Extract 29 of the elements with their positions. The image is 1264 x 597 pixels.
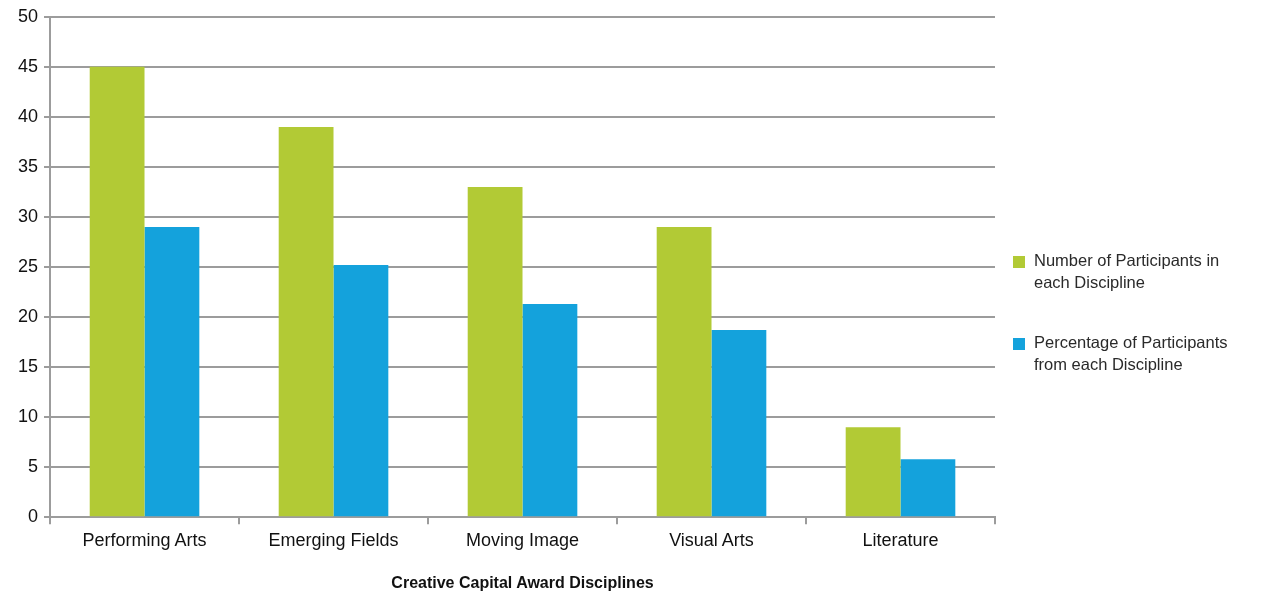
x-tick-label: Moving Image xyxy=(465,529,580,550)
y-tick-label: 5 xyxy=(28,456,39,477)
x-axis-title: Creative Capital Award Disciplines xyxy=(391,573,654,591)
bar xyxy=(656,226,712,517)
legend-label: Number of Participants in each Discipline xyxy=(1034,250,1221,294)
bar xyxy=(522,304,578,517)
y-tick-label: 50 xyxy=(17,5,39,26)
y-tick-label: 20 xyxy=(17,306,39,327)
bar xyxy=(467,186,523,517)
y-tick-label: 0 xyxy=(28,506,39,527)
bar xyxy=(900,459,956,517)
y-tick-label: 35 xyxy=(17,155,39,176)
y-tick-label: 30 xyxy=(17,205,39,226)
bar xyxy=(89,66,145,517)
bar xyxy=(333,265,389,517)
legend-label: Percentage of Participants from each Discipline xyxy=(1034,332,1229,376)
y-tick-label: 40 xyxy=(17,105,39,126)
x-tick-label: Visual Arts xyxy=(669,529,754,550)
y-tick-label: 15 xyxy=(17,356,39,377)
bar xyxy=(144,226,200,517)
bar xyxy=(711,330,767,517)
x-tick-label: Literature xyxy=(862,529,939,550)
x-tick-label: Emerging Fields xyxy=(268,529,399,550)
y-tick-label: 10 xyxy=(17,406,39,427)
bar xyxy=(845,427,901,517)
bar xyxy=(278,126,334,517)
x-tick-label: Performing Arts xyxy=(82,529,207,550)
y-tick-label: 45 xyxy=(17,55,39,76)
y-tick-label: 25 xyxy=(17,255,39,276)
